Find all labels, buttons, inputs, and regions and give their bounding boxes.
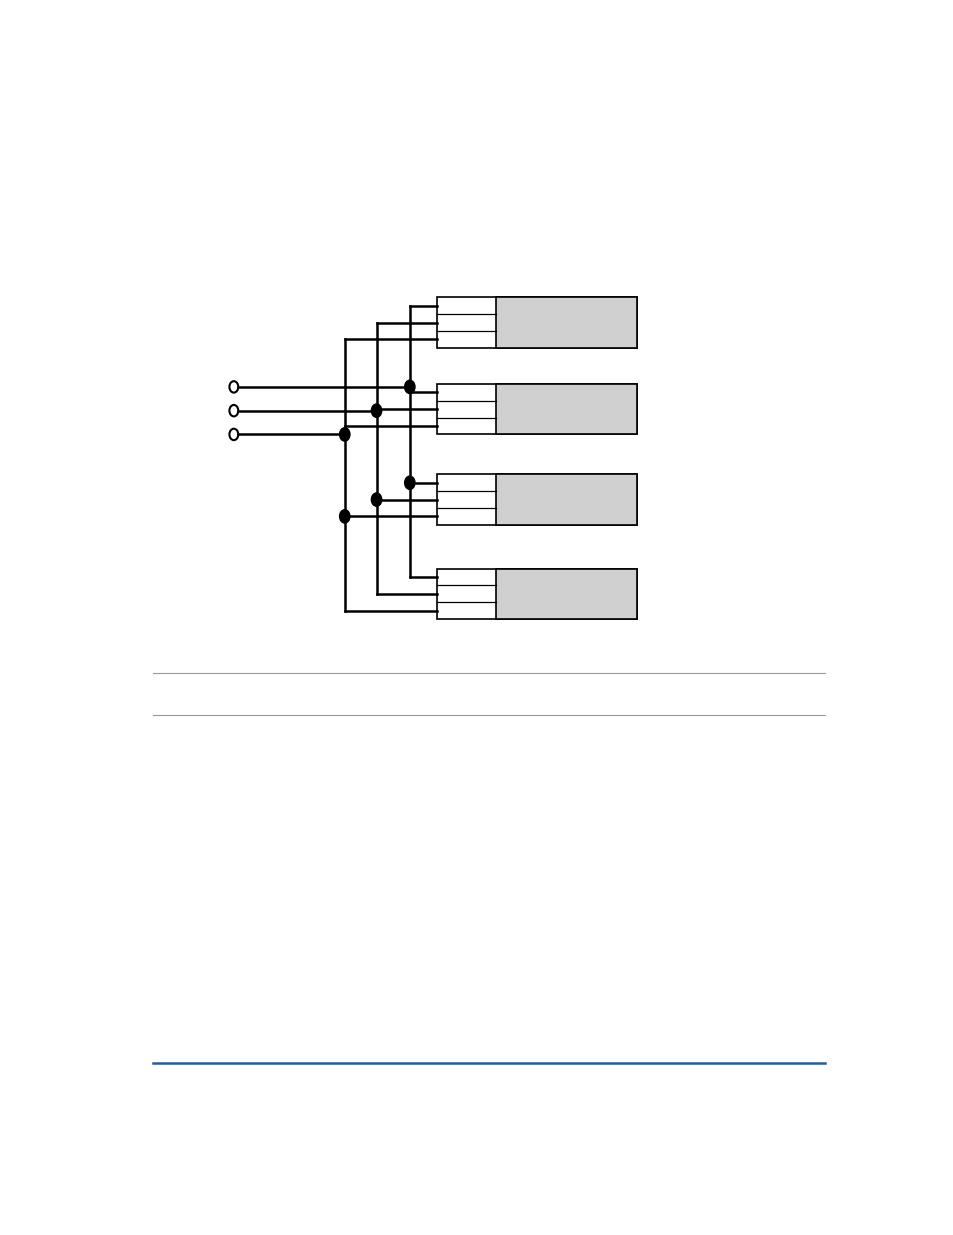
Bar (436, 298, 636, 348)
Circle shape (404, 380, 415, 394)
Circle shape (404, 477, 415, 489)
Bar (496, 568, 636, 619)
Bar (436, 568, 636, 619)
Bar (436, 474, 636, 525)
Bar (436, 384, 636, 435)
Bar (496, 298, 636, 348)
Bar (496, 474, 636, 525)
Circle shape (339, 510, 350, 524)
Circle shape (339, 427, 350, 441)
Circle shape (371, 404, 381, 417)
Bar (496, 384, 636, 435)
Circle shape (371, 493, 381, 506)
